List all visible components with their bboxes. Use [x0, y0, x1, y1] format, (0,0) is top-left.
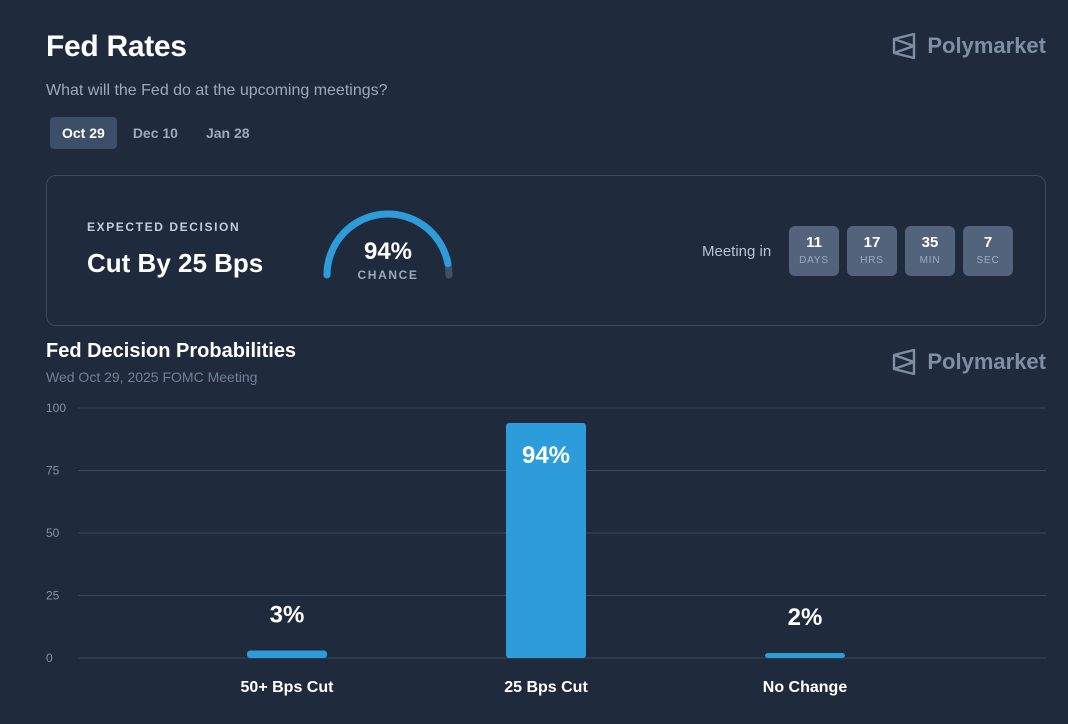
polymarket-icon — [893, 32, 916, 60]
page-title: Fed Rates — [46, 30, 187, 63]
y-tick-label: 0 — [46, 651, 53, 665]
polymarket-logo-chart[interactable]: Polymarket — [891, 348, 1046, 376]
countdown-timer: 11 DAYS 17 HRS 35 MIN 7 SEC — [789, 226, 1013, 276]
page-subtitle: What will the Fed do at the upcoming mee… — [46, 82, 388, 99]
bar-value-label: 2% — [788, 604, 823, 631]
bar — [247, 650, 327, 658]
bar-value-label: 3% — [270, 602, 305, 629]
y-tick-label: 75 — [46, 464, 60, 478]
countdown-hours-value: 17 — [863, 234, 881, 251]
meeting-tabs: Oct 29 Dec 10 Jan 28 — [50, 117, 262, 149]
countdown-days-unit: DAYS — [799, 255, 829, 266]
chart-subtitle: Wed Oct 29, 2025 FOMC Meeting — [46, 369, 258, 385]
countdown-days-value: 11 — [806, 234, 822, 251]
countdown-seconds: 7 SEC — [963, 226, 1013, 276]
tab-oct-29[interactable]: Oct 29 — [50, 117, 117, 149]
countdown-seconds-value: 7 — [983, 234, 993, 251]
tab-dec-10[interactable]: Dec 10 — [132, 125, 178, 141]
expected-decision-label: EXPECTED DECISION — [87, 220, 241, 234]
gauge-label: CHANCE — [357, 268, 419, 282]
bar — [765, 653, 845, 658]
expected-decision-card: EXPECTED DECISION Cut By 25 Bps 94% CHAN… — [46, 175, 1046, 326]
polymarket-logo[interactable]: Polymarket — [891, 32, 1046, 60]
countdown-minutes-unit: MIN — [919, 255, 941, 266]
countdown-minutes: 35 MIN — [905, 226, 955, 276]
meeting-in-label: Meeting in — [702, 243, 772, 260]
x-category-label: No Change — [763, 679, 848, 696]
x-category-label: 25 Bps Cut — [504, 679, 588, 696]
countdown-hours: 17 HRS — [847, 226, 897, 276]
chart-title: Fed Decision Probabilities — [46, 340, 297, 362]
gauge-percentage: 94% — [363, 238, 413, 265]
chance-gauge — [323, 210, 453, 279]
expected-decision-value: Cut By 25 Bps — [87, 248, 264, 278]
bar — [506, 423, 586, 658]
countdown-hours-unit: HRS — [860, 255, 884, 266]
brand-name: Polymarket — [927, 349, 1046, 374]
tab-jan-28[interactable]: Jan 28 — [205, 125, 250, 141]
polymarket-icon — [893, 348, 916, 376]
countdown-minutes-value: 35 — [921, 234, 939, 251]
bar-value-label: 94% — [522, 442, 570, 469]
y-tick-label: 50 — [46, 526, 60, 540]
gauge-fill — [323, 210, 452, 279]
x-category-label: 50+ Bps Cut — [241, 679, 335, 696]
countdown-days: 11 DAYS — [789, 226, 839, 276]
y-tick-label: 100 — [46, 401, 66, 415]
countdown-seconds-unit: SEC — [976, 255, 1000, 266]
y-tick-label: 25 — [46, 589, 60, 603]
brand-name: Polymarket — [927, 33, 1046, 58]
